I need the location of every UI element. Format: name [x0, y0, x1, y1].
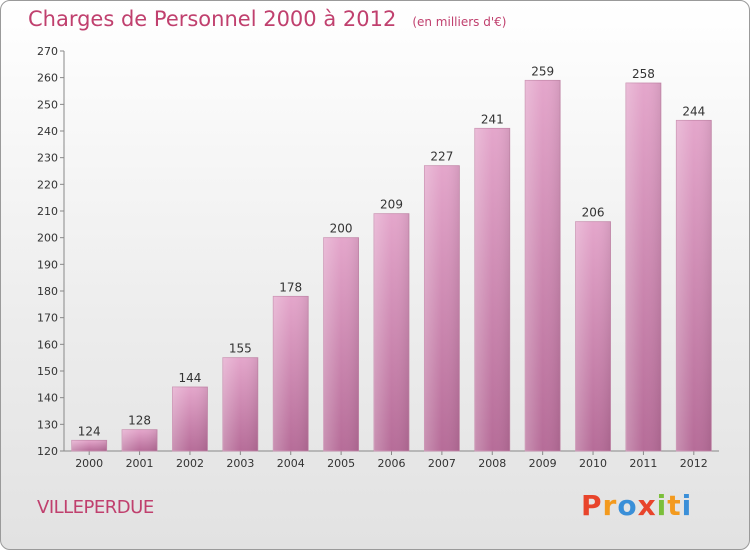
- y-tick-label: 250: [37, 98, 58, 111]
- chart-title: Charges de Personnel 2000 à 2012 (en mill…: [28, 7, 507, 31]
- bar-shade-2003: [222, 357, 258, 451]
- y-tick-label: 160: [37, 338, 58, 351]
- proxiti-logo: Proxiti: [581, 489, 692, 522]
- y-tick-label: 260: [37, 72, 58, 85]
- x-tick-label: 2000: [75, 457, 103, 470]
- x-tick-label: 2003: [226, 457, 254, 470]
- bar-value-label: 200: [330, 222, 353, 236]
- y-tick-label: 270: [37, 45, 58, 58]
- logo-letter: t: [667, 489, 682, 522]
- bar-value-label: 128: [128, 414, 151, 428]
- x-tick-label: 2008: [478, 457, 506, 470]
- bar-value-label: 124: [78, 424, 101, 438]
- logo-letter: o: [617, 489, 638, 522]
- y-tick-label: 220: [37, 178, 58, 191]
- bar-shade-2004: [273, 296, 309, 451]
- bar-shade-2009: [525, 80, 561, 451]
- bar-shade-2001: [122, 429, 158, 451]
- logo-letter: x: [637, 489, 657, 522]
- bar-shade-2008: [474, 128, 510, 451]
- bar-shade-2000: [71, 440, 107, 451]
- bar-value-label: 144: [179, 371, 202, 385]
- logo-letter: i: [656, 489, 668, 522]
- y-tick-label: 150: [37, 365, 58, 378]
- y-tick-label: 210: [37, 205, 58, 218]
- bar-shade-2005: [323, 237, 359, 451]
- x-tick-label: 2004: [277, 457, 305, 470]
- y-tick-label: 230: [37, 152, 58, 165]
- y-tick-label: 200: [37, 232, 58, 245]
- bar-shade-2007: [424, 165, 460, 451]
- y-tick-label: 170: [37, 312, 58, 325]
- x-tick-label: 2001: [126, 457, 154, 470]
- bar-value-label: 258: [632, 67, 655, 81]
- x-tick-label: 2002: [176, 457, 204, 470]
- bar-value-label: 155: [229, 342, 252, 356]
- bar-value-label: 206: [582, 206, 605, 220]
- bar-shade-2011: [625, 83, 661, 451]
- x-tick-label: 2012: [680, 457, 708, 470]
- logo-letter: i: [681, 489, 693, 522]
- logo-letter: P: [581, 489, 603, 522]
- bar-value-label: 227: [430, 150, 453, 164]
- bar-shade-2010: [575, 221, 611, 451]
- chart-subtitle: (en milliers d'€): [412, 15, 507, 29]
- x-tick-label: 2005: [327, 457, 355, 470]
- y-tick-label: 190: [37, 258, 58, 271]
- y-tick-label: 120: [37, 445, 58, 458]
- x-tick-label: 2006: [378, 457, 406, 470]
- y-tick-label: 240: [37, 125, 58, 138]
- y-tick-label: 140: [37, 392, 58, 405]
- logo-letter: r: [602, 489, 618, 522]
- bar-shade-2002: [172, 387, 208, 451]
- bar-value-label: 178: [279, 280, 302, 294]
- bar-value-label: 241: [481, 112, 504, 126]
- x-tick-label: 2009: [529, 457, 557, 470]
- bar-shade-2012: [676, 120, 712, 451]
- commune-name: VILLEPERDUE: [37, 497, 154, 518]
- bar-value-label: 259: [531, 64, 554, 78]
- y-tick-label: 180: [37, 285, 58, 298]
- bar-value-label: 244: [682, 104, 705, 118]
- bar-value-label: 209: [380, 198, 403, 212]
- bar-shade-2006: [374, 213, 409, 451]
- y-tick-label: 130: [37, 418, 58, 431]
- x-tick-label: 2010: [579, 457, 607, 470]
- x-tick-label: 2007: [428, 457, 456, 470]
- x-tick-label: 2011: [629, 457, 657, 470]
